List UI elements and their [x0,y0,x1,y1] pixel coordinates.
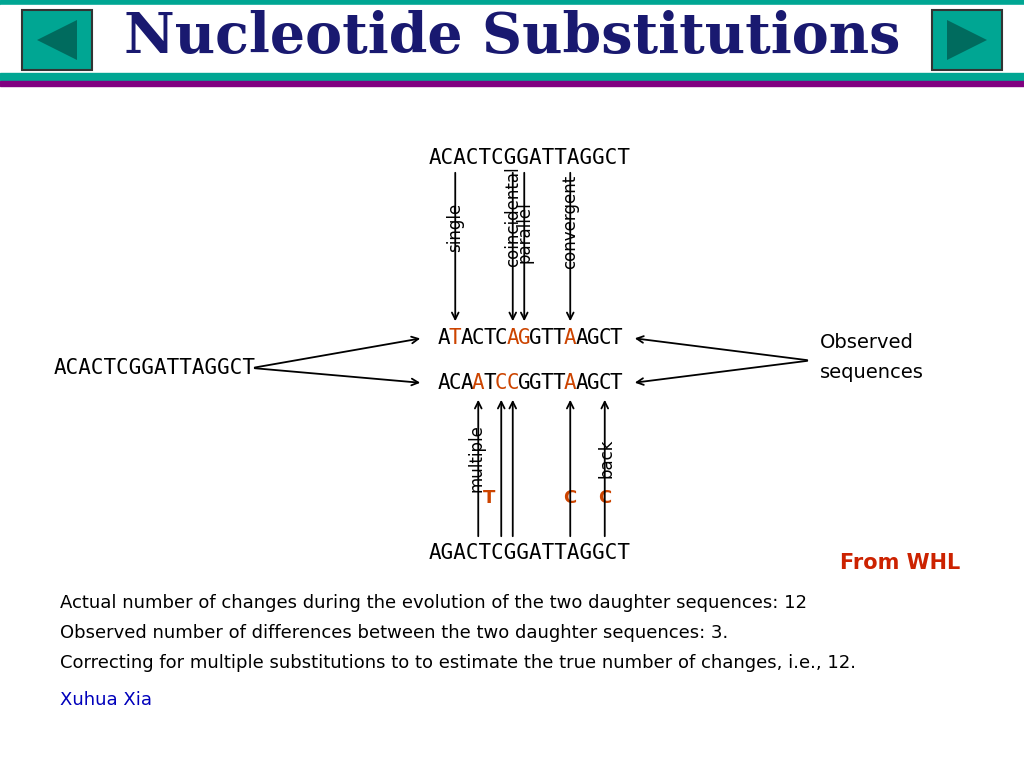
Text: C: C [598,489,611,507]
Text: Observed: Observed [820,333,913,352]
Text: A: A [575,373,588,393]
Bar [0,73,1024,80]
Text: C: C [472,328,484,348]
Text: A: A [437,373,451,393]
Text: T: T [541,328,554,348]
Polygon shape [947,20,987,60]
Text: T: T [449,328,462,348]
Bar [932,10,1002,70]
Text: T: T [552,373,565,393]
Text: C: C [507,373,519,393]
Text: back: back [598,439,615,478]
Text: G: G [518,328,530,348]
Text: A: A [472,373,484,393]
Text: convergent: convergent [561,175,580,269]
Text: Observed number of differences between the two daughter sequences: 3.: Observed number of differences between t… [60,624,728,642]
Text: A: A [461,328,473,348]
Text: T: T [483,373,496,393]
Bar [0,0,1024,78]
Text: A: A [507,328,519,348]
Text: single: single [446,203,464,252]
Text: T: T [483,489,496,507]
Text: sequences: sequences [820,363,924,382]
Text: T: T [541,373,554,393]
Text: C: C [495,373,508,393]
Text: T: T [610,328,623,348]
Text: Nucleotide Substitutions: Nucleotide Substitutions [124,11,900,65]
Text: A: A [564,373,577,393]
Text: A: A [575,328,588,348]
Text: A: A [564,328,577,348]
Text: AGACTCGGATTAGGCT: AGACTCGGATTAGGCT [429,543,631,563]
Text: Correcting for multiple substitutions to to estimate the true number of changes,: Correcting for multiple substitutions to… [60,654,856,672]
Bar [22,10,92,70]
Text: ACACTCGGATTAGGCT: ACACTCGGATTAGGCT [429,148,631,168]
Text: G: G [529,328,542,348]
Text: G: G [518,373,530,393]
Text: C: C [495,328,508,348]
Text: A: A [461,373,473,393]
Text: T: T [483,328,496,348]
Bar [0,81,1024,86]
Text: multiple: multiple [467,424,485,492]
Text: coincidental: coincidental [504,167,522,267]
Text: G: G [529,373,542,393]
Text: parallel: parallel [515,201,534,263]
Text: From WHL: From WHL [840,553,961,573]
Polygon shape [37,20,77,60]
Text: C: C [598,328,611,348]
Text: T: T [552,328,565,348]
Text: Xuhua Xia: Xuhua Xia [60,691,152,709]
Text: T: T [610,373,623,393]
Text: A: A [437,328,451,348]
Text: C: C [563,489,577,507]
Text: G: G [587,328,600,348]
Text: C: C [598,373,611,393]
Text: C: C [449,373,462,393]
Text: G: G [587,373,600,393]
Text: ACACTCGGATTAGGCT: ACACTCGGATTAGGCT [54,358,256,378]
Bar [0,5,1024,73]
Text: Actual number of changes during the evolution of the two daughter sequences: 12: Actual number of changes during the evol… [60,594,807,612]
